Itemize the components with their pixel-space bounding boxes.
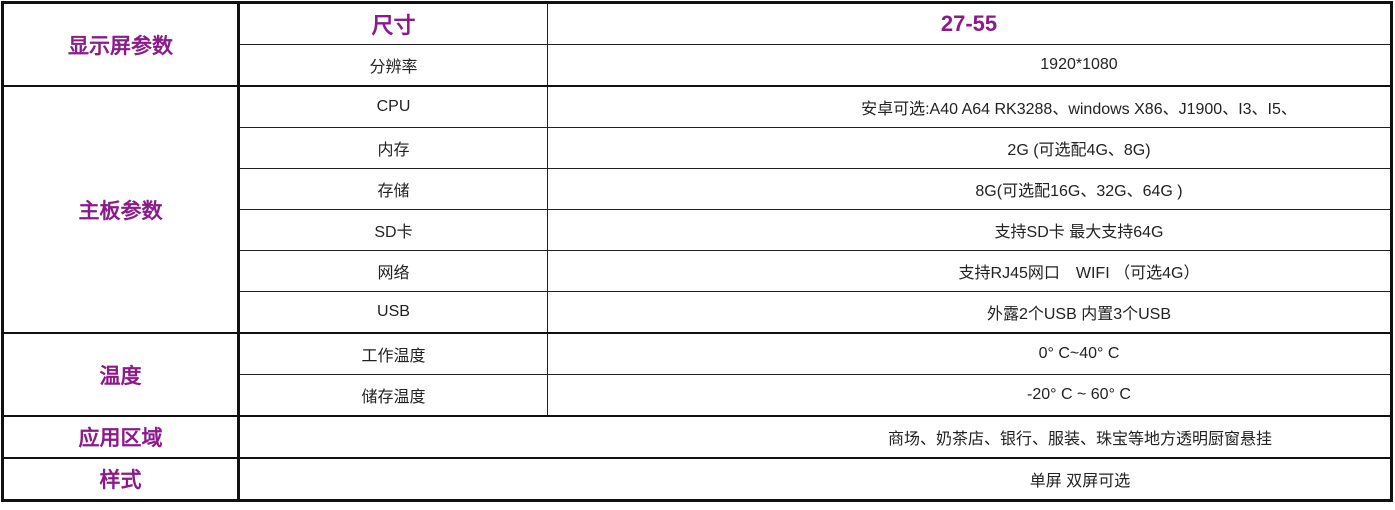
table-row: USB 外露2个USB 内置3个USB [3, 291, 1392, 334]
row-label: 尺寸 [238, 2, 548, 45]
table-row: 网络 支持RJ45网口 WIFI （可选4G） [3, 250, 1392, 292]
row-value: -20° C ~ 60° C [547, 374, 1392, 417]
row-value: 单屏 双屏可选 [238, 457, 1392, 501]
table-row: 存储 8G(可选配16G、32G、64G ) [3, 168, 1392, 210]
row-label: CPU [238, 85, 548, 128]
table-row: 显示屏参数 尺寸 27-55 [2, 2, 1392, 87]
row-value: 0° C~40° C [547, 332, 1392, 375]
row-value: 2G (可选配4G、8G) [547, 127, 1392, 169]
table-row: 储存温度 -20° C ~ 60° C [3, 374, 1392, 417]
category-display: 显示屏参数 [2, 2, 240, 87]
row-value: 支持SD卡 最大支持64G [547, 209, 1392, 251]
row-value: 27-55 [547, 2, 1392, 45]
category-temperature: 温度 [2, 332, 240, 417]
row-label: SD卡 [238, 209, 548, 251]
table-row: 温度 工作温度 0° C~40° C [2, 332, 1392, 417]
row-label: USB [238, 291, 548, 334]
row-label: 网络 [238, 250, 548, 292]
row-label: 工作温度 [238, 332, 548, 375]
row-value: 商场、奶茶店、银行、服装、珠宝等地方透明厨窗悬挂 [238, 415, 1392, 459]
category-mainboard: 主板参数 [2, 85, 240, 334]
row-label: 内存 [238, 127, 548, 169]
row-value: 安卓可选:A40 A64 RK3288、windows X86、J1900、I3… [547, 85, 1392, 128]
row-label: 存储 [238, 168, 548, 210]
row-value: 外露2个USB 内置3个USB [547, 291, 1392, 334]
category-application: 应用区域 [2, 415, 240, 459]
row-label: 分辨率 [238, 44, 548, 87]
table-row: 内存 2G (可选配4G、8G) [3, 127, 1392, 169]
table-row: 样式 单屏 双屏可选 [2, 457, 1392, 501]
table-row: 分辨率 1920*1080 [3, 44, 1392, 87]
category-style: 样式 [2, 457, 240, 501]
row-value: 支持RJ45网口 WIFI （可选4G） [547, 250, 1392, 292]
table-row: SD卡 支持SD卡 最大支持64G [3, 209, 1392, 251]
table-row: 主板参数 CPU 安卓可选:A40 A64 RK3288、windows X86… [2, 85, 1392, 334]
row-value: 1920*1080 [547, 44, 1392, 87]
row-value: 8G(可选配16G、32G、64G ) [547, 168, 1392, 210]
table-row: 应用区域 商场、奶茶店、银行、服装、珠宝等地方透明厨窗悬挂 [2, 415, 1392, 459]
row-label: 储存温度 [238, 374, 548, 417]
